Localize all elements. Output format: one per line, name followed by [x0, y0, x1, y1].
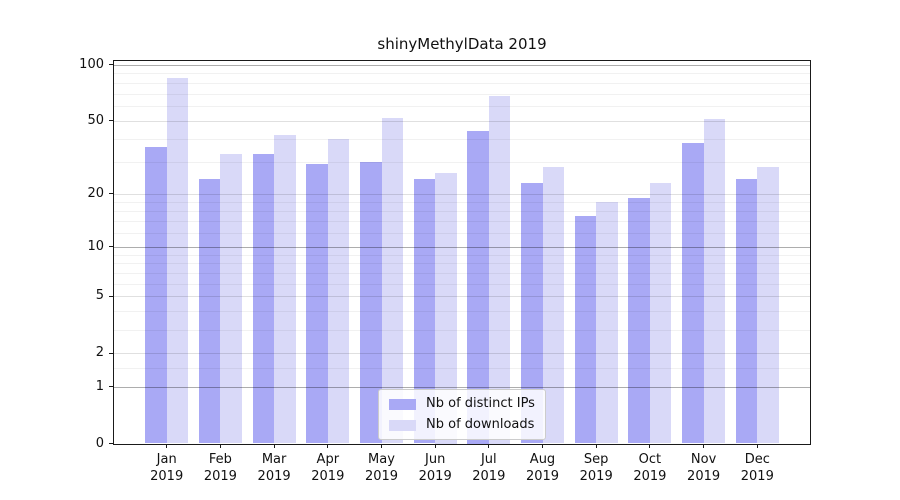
legend-row: Nb of downloads: [389, 417, 535, 433]
gridline-minor: [113, 211, 811, 212]
gridline-minor: [113, 221, 811, 222]
y-tick: [109, 64, 113, 66]
gridline-minor: [113, 330, 811, 331]
bar-nb-of-downloads-jun: [435, 173, 457, 444]
bar-nb-of-downloads-sep: [596, 201, 618, 444]
bar-nb-of-distinct-ips-aug: [521, 182, 543, 444]
x-tick: [166, 444, 168, 448]
gridline-major: [113, 65, 811, 66]
x-tick: [273, 444, 275, 448]
gridline-minor: [113, 73, 811, 74]
y-tick-label: 5: [95, 288, 104, 304]
bar-nb-of-distinct-ips-jul: [467, 131, 489, 444]
y-tick-label: 50: [87, 112, 104, 128]
x-tick-label: Apr 2019: [311, 452, 345, 484]
gridline-minor: [113, 106, 811, 107]
x-tick: [703, 444, 705, 448]
gridline-minor: [113, 368, 811, 369]
y-tick-label: 10: [87, 238, 104, 254]
y-tick: [109, 295, 113, 297]
bar-nb-of-distinct-ips-jun: [413, 179, 436, 444]
x-tick: [542, 444, 543, 448]
x-tick-label: Jun 2019: [418, 452, 452, 484]
x-tick: [434, 444, 436, 448]
bar-nb-of-downloads-aug: [542, 167, 564, 444]
y-tick-label: 1: [95, 378, 104, 394]
x-tick-label: Jan 2019: [150, 452, 184, 484]
bar-nb-of-downloads-nov: [703, 119, 726, 444]
gridline-mid: [113, 121, 811, 122]
x-tick-label: Feb 2019: [203, 452, 237, 484]
gridline-mid: [113, 353, 811, 354]
legend-swatch-downloads: [389, 419, 416, 431]
legend-row: Nb of distinct IPs: [389, 396, 535, 412]
x-tick-label: Nov 2019: [687, 452, 721, 484]
bar-nb-of-downloads-feb: [220, 154, 242, 444]
x-tick-label: Jul 2019: [472, 452, 506, 484]
legend-label: Nb of downloads: [426, 417, 535, 432]
bar-nb-of-distinct-ips-apr: [306, 164, 328, 444]
bar-nb-of-distinct-ips-feb: [198, 179, 221, 444]
x-tick: [327, 444, 329, 448]
y-tick: [109, 193, 113, 195]
gridline-mid: [113, 194, 811, 195]
bar-nb-of-distinct-ips-dec: [735, 179, 758, 444]
gridline-minor: [113, 311, 811, 312]
y-tick: [109, 443, 113, 444]
gridline-minor: [113, 139, 811, 140]
x-tick: [756, 444, 758, 448]
gridline-minor: [113, 162, 811, 163]
gridline-mid: [113, 296, 811, 297]
x-tick: [381, 444, 382, 448]
bar-nb-of-distinct-ips-mar: [252, 154, 275, 444]
bar-nb-of-downloads-jul: [488, 96, 511, 444]
legend-swatch-distinct-ips: [389, 398, 416, 410]
chart-title: shinyMethylData 2019: [377, 35, 547, 53]
gridline-minor: [113, 263, 811, 264]
y-tick: [109, 120, 113, 122]
bar-nb-of-downloads-mar: [274, 134, 296, 444]
y-tick-label: 2: [95, 345, 104, 361]
legend-label: Nb of distinct IPs: [426, 396, 535, 411]
bar-nb-of-downloads-dec: [757, 167, 779, 444]
gridline-minor: [113, 94, 811, 95]
bar-nb-of-downloads-may: [381, 117, 403, 444]
gridline-minor: [113, 83, 811, 84]
y-tick: [109, 386, 113, 388]
gridline-minor: [113, 255, 811, 256]
y-tick-label: 0: [95, 435, 104, 451]
x-tick: [595, 444, 597, 448]
x-tick-label: Oct 2019: [633, 452, 667, 484]
x-tick-label: Sep 2019: [579, 452, 613, 484]
bar-nb-of-distinct-ips-may: [360, 161, 382, 444]
x-tick-label: Mar 2019: [257, 452, 291, 484]
y-tick: [109, 246, 113, 248]
bar-nb-of-downloads-apr: [327, 138, 350, 444]
bar-nb-of-distinct-ips-sep: [574, 215, 597, 444]
y-tick-label: 20: [87, 185, 104, 201]
x-tick-label: Dec 2019: [740, 452, 774, 484]
gridline-minor: [113, 273, 811, 274]
bar-nb-of-downloads-jan: [166, 77, 189, 444]
x-tick: [649, 444, 651, 448]
x-tick-label: May 2019: [364, 452, 399, 484]
gridline-major: [113, 387, 811, 388]
gridline-minor: [113, 284, 811, 285]
x-tick: [488, 444, 490, 448]
bar-nb-of-distinct-ips-jan: [145, 147, 167, 444]
gridline-major: [113, 247, 811, 248]
x-tick: [219, 444, 221, 448]
bar-nb-of-distinct-ips-nov: [682, 142, 704, 444]
y-tick-label: 100: [79, 56, 104, 72]
y-tick: [109, 352, 113, 354]
bar-nb-of-downloads-oct: [649, 182, 672, 444]
gridline-minor: [113, 233, 811, 234]
gridline-minor: [113, 202, 811, 203]
bar-nb-of-distinct-ips-oct: [628, 197, 650, 444]
x-tick-label: Aug 2019: [525, 452, 560, 484]
legend: Nb of distinct IPs Nb of downloads: [378, 389, 546, 440]
